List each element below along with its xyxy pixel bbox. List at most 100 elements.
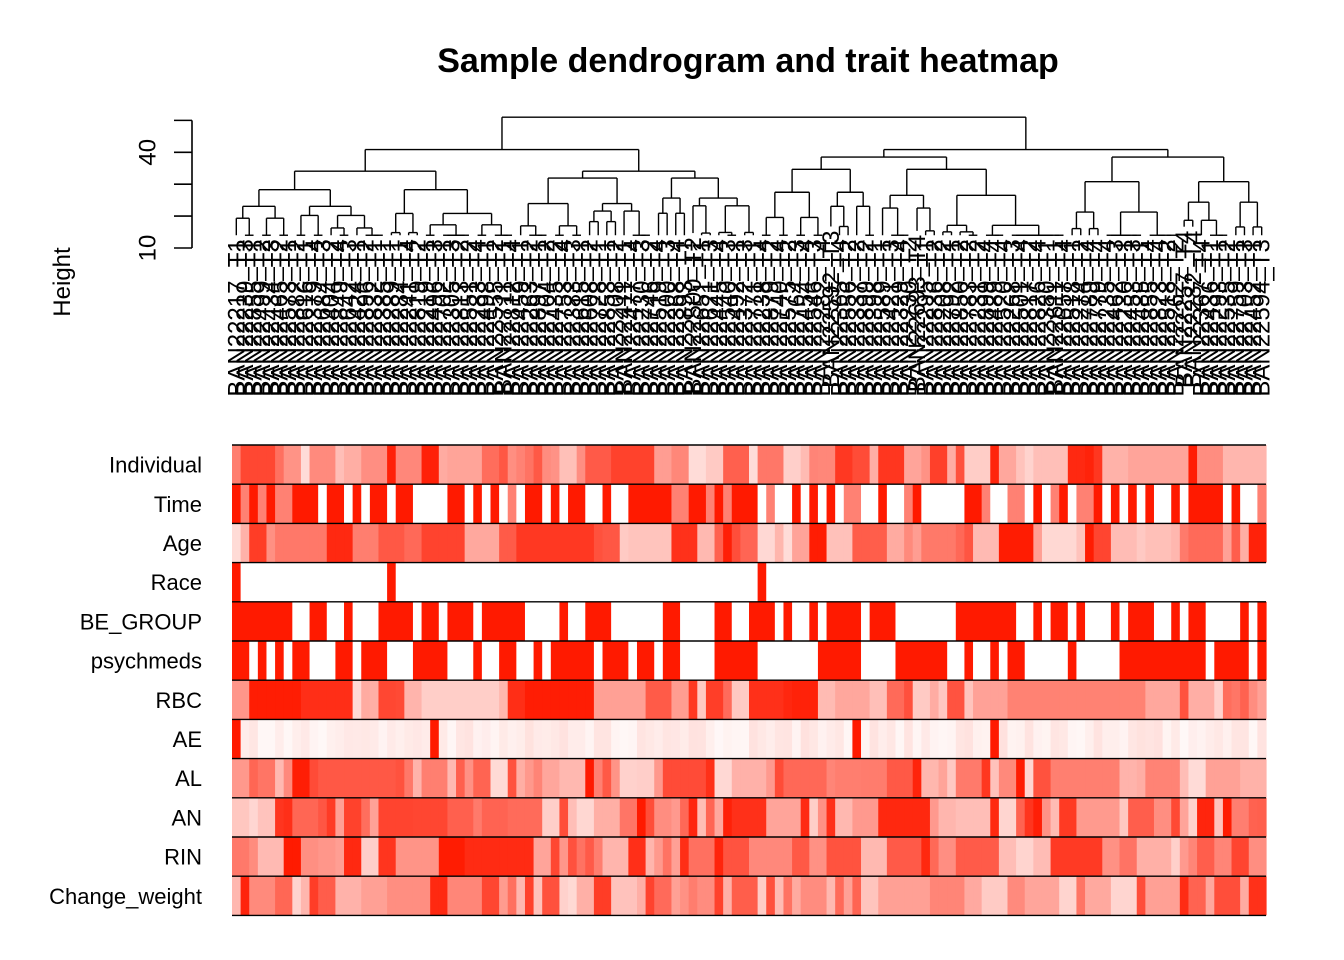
heatmap-cell xyxy=(1076,797,1086,837)
heatmap-cell xyxy=(705,484,716,524)
leaf-label: BAN22813_T2 xyxy=(447,239,474,396)
heatmap-cell xyxy=(499,601,509,641)
leaf-label: BAN22268_T3 xyxy=(999,239,1026,396)
heatmap-cell xyxy=(240,876,250,916)
heatmap-cell xyxy=(593,562,604,602)
heatmap-cell xyxy=(240,680,250,720)
heatmap-cell xyxy=(240,797,250,837)
heatmap-cell xyxy=(973,680,983,720)
leaf-label: BAN22850_T2 xyxy=(947,239,974,396)
heatmap-cell xyxy=(1257,601,1267,641)
leaf-label: BAN22879_T2 xyxy=(758,239,785,396)
heatmap-cell xyxy=(387,876,397,916)
heatmap-cell xyxy=(869,797,879,837)
heatmap-cell xyxy=(576,484,586,524)
heatmap-cell xyxy=(1240,445,1250,485)
heatmap-cell xyxy=(335,719,345,759)
leaf-label: BAN22616_T1 xyxy=(292,239,319,396)
heatmap-cell xyxy=(1033,601,1043,641)
heatmap-cell xyxy=(257,562,268,602)
heatmap-cell xyxy=(1153,523,1164,563)
heatmap-cell xyxy=(352,601,362,641)
heatmap-cell xyxy=(757,562,767,602)
heatmap-cell xyxy=(1179,758,1190,798)
heatmap-cell xyxy=(1119,719,1129,759)
heatmap-cell xyxy=(636,484,647,524)
heatmap-cell xyxy=(275,719,285,759)
leaf-label: BAN22305_T3 xyxy=(439,239,466,396)
heatmap-cell xyxy=(1024,837,1034,877)
heatmap-cell xyxy=(292,484,302,524)
leaf-label: BAN22208_T2 xyxy=(930,239,957,396)
heatmap-cell xyxy=(1162,797,1172,837)
heatmap-cell xyxy=(456,797,466,837)
heatmap-cell xyxy=(697,601,707,641)
heatmap-cell xyxy=(1231,680,1241,720)
heatmap-cell xyxy=(1214,641,1224,681)
heatmap-cell xyxy=(645,876,655,916)
heatmap-cell xyxy=(326,484,336,524)
heatmap-cell xyxy=(412,797,423,837)
heatmap-cell xyxy=(990,641,1000,681)
heatmap-cell xyxy=(1222,758,1233,798)
heatmap-cell xyxy=(1033,758,1043,798)
heatmap-cell xyxy=(1171,601,1181,641)
heatmap-cell xyxy=(757,445,767,485)
heatmap-cell xyxy=(1179,719,1190,759)
heatmap-cell xyxy=(1240,523,1250,563)
leaf-label: BAN22421_T3 xyxy=(878,239,905,396)
heatmap-cell xyxy=(369,641,380,681)
heatmap-cell xyxy=(835,758,845,798)
heatmap-cell xyxy=(990,445,1000,485)
heatmap-cell xyxy=(300,641,311,681)
heatmap-cell xyxy=(662,445,673,485)
leaf-label: BAN22746_T2 xyxy=(637,239,664,396)
heatmap-cell xyxy=(843,562,853,602)
heatmap-cell xyxy=(1257,837,1267,877)
heatmap-cell xyxy=(1248,758,1258,798)
heatmap-cell xyxy=(1016,758,1026,798)
heatmap-cell xyxy=(1119,523,1129,563)
heatmap-cell xyxy=(232,680,242,720)
heatmap-cell xyxy=(947,484,957,524)
heatmap-cell xyxy=(1197,641,1207,681)
heatmap-cell xyxy=(533,797,543,837)
leaf-label: BAN22535_T2 xyxy=(1214,239,1241,396)
heatmap-cell xyxy=(921,601,931,641)
heatmap-cell xyxy=(723,523,733,563)
heatmap-cell xyxy=(387,484,397,524)
heatmap-cell xyxy=(352,523,362,563)
heatmap-cell xyxy=(731,719,741,759)
heatmap-cell xyxy=(1110,445,1121,485)
heatmap-cell xyxy=(430,641,440,681)
heatmap-cell xyxy=(705,876,716,916)
heatmap-cell xyxy=(1231,758,1241,798)
heatmap-cell xyxy=(593,523,604,563)
heatmap-cell xyxy=(490,523,500,563)
heatmap-cell xyxy=(318,562,328,602)
heatmap-cell xyxy=(749,876,759,916)
heatmap-cell xyxy=(507,562,517,602)
heatmap-cell xyxy=(1179,601,1190,641)
heatmap-cell xyxy=(861,601,871,641)
heatmap-cell xyxy=(447,876,457,916)
heatmap-cell xyxy=(1059,680,1069,720)
heatmap-cell xyxy=(1188,562,1198,602)
heatmap-cell xyxy=(1085,719,1095,759)
heatmap-row-psychmeds xyxy=(232,641,1267,681)
heatmap-cell xyxy=(481,876,492,916)
leaf-label: BAN22477_T4 xyxy=(620,239,647,396)
leaf-label: BAN22404_T2 xyxy=(318,239,345,396)
heatmap-cell xyxy=(309,484,319,524)
heatmap-cell xyxy=(542,601,552,641)
leaf-label: BAN22257_T4 xyxy=(1171,231,1198,388)
heatmap-cell xyxy=(412,641,423,681)
heatmap-cell xyxy=(1067,641,1078,681)
heatmap-cell xyxy=(895,719,905,759)
heatmap-cell xyxy=(395,680,405,720)
heatmap-cell xyxy=(636,876,647,916)
heatmap-cell xyxy=(602,484,612,524)
heatmap-cell xyxy=(964,797,974,837)
heatmap-cell xyxy=(335,484,345,524)
heatmap-cell xyxy=(938,797,948,837)
